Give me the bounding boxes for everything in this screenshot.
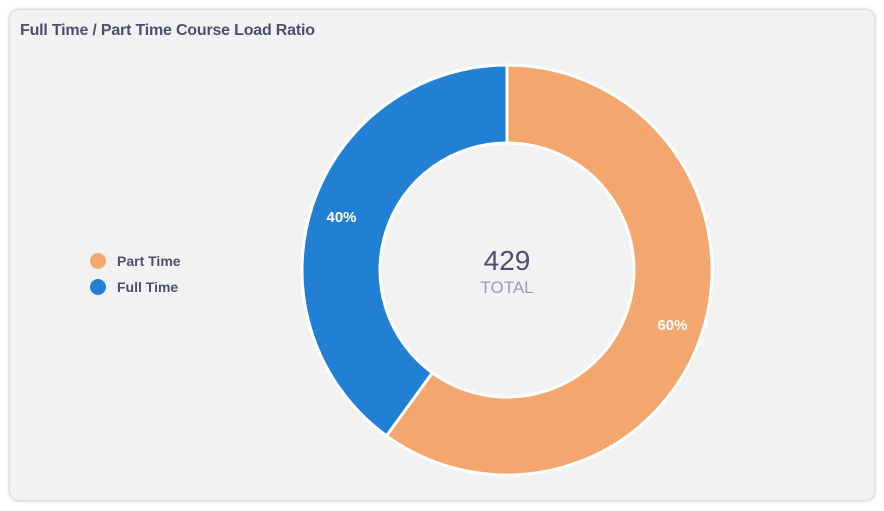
legend-item-full-time[interactable]: Full Time: [90, 274, 181, 300]
legend-item-part-time[interactable]: Part Time: [90, 248, 181, 274]
donut-chart: 60% 40% 429 TOTAL: [300, 63, 714, 477]
legend-dot-icon: [90, 253, 106, 269]
chart-card: Full Time / Part Time Course Load Ratio …: [10, 10, 874, 500]
slice-full-time[interactable]: [300, 63, 509, 438]
legend-label: Part Time: [117, 253, 181, 269]
legend-label: Full Time: [117, 279, 179, 295]
legend-dot-icon: [90, 279, 106, 295]
chart-title: Full Time / Part Time Course Load Ratio: [20, 22, 315, 39]
center-value: 429: [484, 245, 531, 276]
data-label: 40%: [327, 209, 357, 226]
center-label: TOTAL: [480, 278, 533, 297]
legend: Part Time Full Time: [90, 248, 181, 300]
slice-part-time[interactable]: [384, 63, 714, 477]
data-label: 60%: [657, 317, 687, 334]
